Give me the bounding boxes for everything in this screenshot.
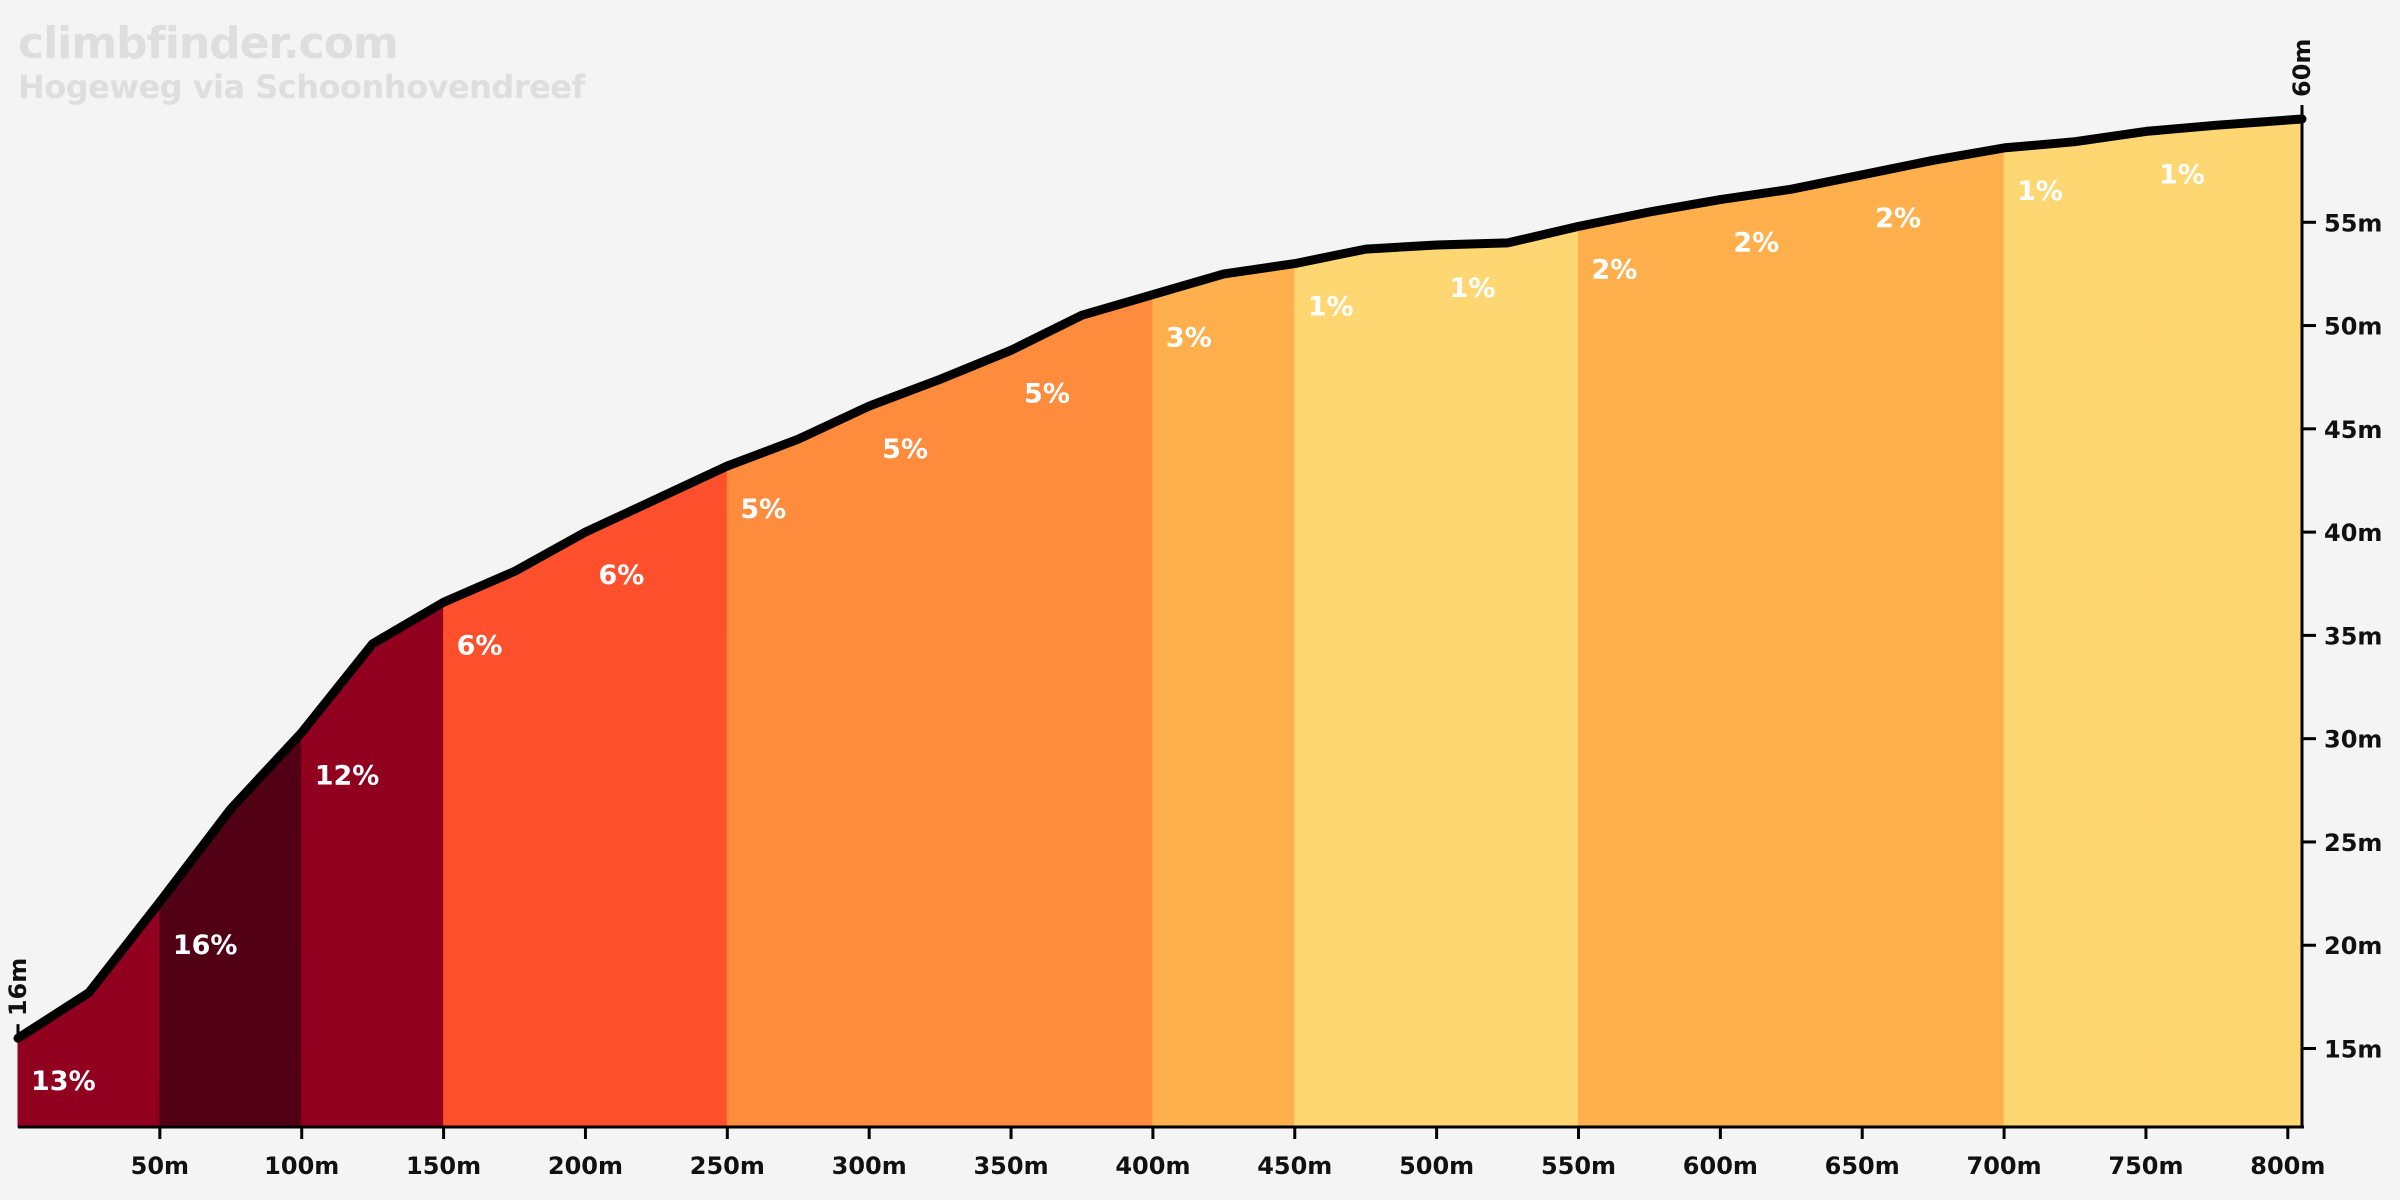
grade-label-6: 5%: [882, 434, 928, 465]
grade-label-11: 2%: [1591, 254, 1637, 285]
y-tick-label: 55m: [2324, 209, 2382, 237]
x-tick-label: 150m: [406, 1152, 481, 1180]
grade-segment-2: [301, 601, 445, 1128]
x-tick-label: 50m: [131, 1152, 189, 1180]
grade-label-15: 1%: [2159, 159, 2205, 190]
grade-label-5: 5%: [740, 494, 786, 525]
grade-segment-10: [1436, 225, 1579, 1128]
y-tick-label: 40m: [2324, 519, 2382, 547]
climb-title: Hogeweg via Schoonhovendreef: [18, 68, 585, 106]
y-tick-label: 50m: [2324, 313, 2382, 341]
profile-outline: [13, 114, 2307, 1043]
grade-label-9: 1%: [1308, 292, 1354, 323]
x-tick-label: 200m: [548, 1152, 623, 1180]
grade-segment-12: [1719, 174, 1863, 1128]
x-tick-label: 400m: [1115, 1152, 1190, 1180]
grade-label-10: 1%: [1450, 273, 1496, 304]
y-tick-label: 45m: [2324, 416, 2382, 444]
x-tick-label: 350m: [973, 1152, 1048, 1180]
grade-segment-14: [2003, 130, 2147, 1128]
grade-label-0: 13%: [31, 1066, 96, 1097]
y-tick-label: 20m: [2324, 932, 2382, 960]
x-tick-label: 600m: [1683, 1152, 1758, 1180]
y-tick-label: 30m: [2324, 726, 2382, 754]
grade-label-1: 16%: [173, 930, 238, 961]
x-tick-label: 700m: [1967, 1152, 2042, 1180]
x-tick-label: 800m: [2250, 1152, 2325, 1180]
grade-label-3: 6%: [457, 630, 503, 661]
x-tick-label: 650m: [1825, 1152, 1900, 1180]
grade-label-12: 2%: [1733, 228, 1779, 259]
grade-label-7: 5%: [1024, 378, 1070, 409]
grade-label-13: 2%: [1875, 203, 1921, 234]
grade-segment-15: [2145, 118, 2303, 1128]
grade-segment-13: [1861, 147, 2005, 1128]
grade-label-4: 6%: [598, 560, 644, 591]
x-tick-label: 550m: [1541, 1152, 1616, 1180]
grade-label-8: 3%: [1166, 323, 1212, 354]
x-tick-label: 750m: [2108, 1152, 2183, 1180]
grade-segment-7: [1010, 293, 1154, 1128]
x-tick-label: 500m: [1399, 1152, 1474, 1180]
end-elevation-label: 60m: [2288, 39, 2316, 97]
x-tick-label: 450m: [1257, 1152, 1332, 1180]
grade-segment-6: [868, 349, 1012, 1128]
grade-segment-11: [1578, 199, 1721, 1128]
y-tick-label: 25m: [2324, 829, 2382, 857]
y-tick-label: 15m: [2324, 1036, 2382, 1064]
y-tick-label: 35m: [2324, 622, 2382, 650]
brand-watermark: climbfinder.com: [18, 18, 399, 69]
grade-segment-3: [443, 531, 587, 1128]
grade-label-14: 1%: [2017, 176, 2063, 207]
grade-label-2: 12%: [315, 760, 380, 791]
start-elevation-label: 16m: [4, 958, 32, 1016]
x-tick-label: 250m: [690, 1152, 765, 1180]
x-tick-label: 100m: [264, 1152, 339, 1180]
x-tick-label: 300m: [832, 1152, 907, 1180]
grade-segment-9: [1294, 244, 1438, 1128]
grade-segment-8: [1152, 263, 1296, 1128]
